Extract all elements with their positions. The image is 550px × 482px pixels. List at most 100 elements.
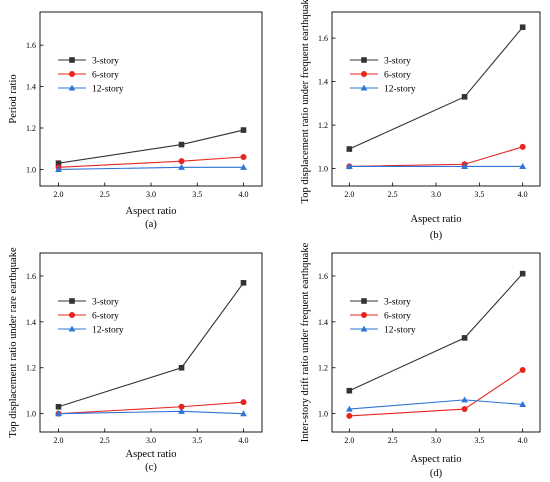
x-tick-label: 3.5 <box>474 436 484 445</box>
y-tick-label: 1.0 <box>318 410 328 419</box>
legend-label: 12-story <box>384 326 416 336</box>
data-point-3-story <box>178 364 185 371</box>
series-line-12-story <box>349 399 523 410</box>
data-point-12-story <box>240 410 247 417</box>
legend-label: 6-story <box>384 312 411 322</box>
legend-label: 3-story <box>92 57 119 67</box>
series-line-3-story <box>58 129 244 164</box>
data-point-6-story <box>519 367 526 374</box>
y-tick-label: 1.4 <box>26 83 36 92</box>
data-point-3-story <box>178 141 185 148</box>
chart-panel-2: 2.0 2.5 3.0 3.5 4.0 1.0 1.2 1.4 1.6 Aspect ratio T… <box>300 0 541 241</box>
x-tick-label: 2.0 <box>344 190 354 199</box>
y-axis-label: Inter-story drift ratio under frequent e… <box>300 242 311 442</box>
data-point-6-story <box>519 143 526 150</box>
chart-panel-4: 2.0 2.5 3.0 3.5 4.0 1.0 1.2 1.4 1.6 Aspect ratio I… <box>300 242 541 479</box>
panel-caption: (d) <box>430 468 443 479</box>
x-tick-label: 2.5 <box>388 190 398 199</box>
panel-caption: (b) <box>430 230 443 241</box>
y-tick-label: 1.2 <box>318 364 328 373</box>
data-point-12-story <box>345 163 353 169</box>
data-point-3-story <box>461 335 468 341</box>
x-tick-label: 2.5 <box>100 436 110 445</box>
data-point-3-story <box>240 127 247 133</box>
chart-panel-3: 2.0 2.5 3.0 3.5 4.0 1.0 1.2 1.4 1.6 Aspect ratio T… <box>8 247 263 473</box>
y-tick-label: 1.0 <box>318 165 328 174</box>
series-line-12-story <box>58 166 244 170</box>
x-tick-label: 3.0 <box>146 190 156 199</box>
y-tick-label: 1.2 <box>318 121 328 130</box>
legend-marker-6-story <box>69 312 75 318</box>
data-point-3-story <box>55 160 62 167</box>
x-axis-label: Aspect ratio <box>410 454 461 465</box>
series-line-3-story <box>349 273 524 392</box>
data-point-3-story <box>55 403 62 410</box>
y-tick-label: 1.6 <box>26 41 36 50</box>
y-tick-label: 1.4 <box>318 318 328 327</box>
data-point-3-story <box>240 280 247 286</box>
legend-marker-12-story <box>360 325 368 332</box>
x-tick-label: 3.5 <box>474 190 484 199</box>
x-tick-label: 4.0 <box>518 436 528 445</box>
legend-marker-6-story <box>361 312 367 318</box>
legend-label: 3-story <box>92 298 119 308</box>
x-tick-label: 2.0 <box>54 436 64 445</box>
legend-label: 6-story <box>384 71 411 81</box>
legend-marker-3-story <box>361 57 367 63</box>
legend-label: 12-story <box>92 326 124 336</box>
x-tick-label: 3.0 <box>146 436 156 445</box>
legend-marker-3-story <box>361 298 367 304</box>
y-tick-label: 1.6 <box>318 34 328 43</box>
legend-marker-12-story <box>68 84 76 91</box>
data-point-12-story <box>519 163 527 169</box>
legend-label: 3-story <box>384 298 411 308</box>
y-axis-label: Top displacement ratio under frequent ea… <box>300 0 311 203</box>
y-tick-label: 1.2 <box>26 124 36 133</box>
data-point-12-story <box>519 401 527 408</box>
data-point-3-story <box>519 270 526 277</box>
data-point-12-story <box>240 163 247 170</box>
y-tick-label: 1.6 <box>318 272 328 281</box>
data-point-6-story <box>178 403 185 410</box>
x-tick-label: 2.0 <box>344 436 354 445</box>
x-axis-label: Aspect ratio <box>410 214 461 225</box>
data-point-12-story <box>178 163 185 170</box>
data-point-12-story <box>55 166 62 172</box>
legend-label: 12-story <box>384 85 416 95</box>
legend-label: 6-story <box>92 312 119 322</box>
x-axis-label: Aspect ratio <box>125 206 176 217</box>
data-point-6-story <box>461 406 468 413</box>
legend-marker-6-story <box>69 71 75 77</box>
x-tick-label: 2.5 <box>388 436 398 445</box>
x-tick-label: 2.5 <box>100 190 110 199</box>
y-axis-label: Top displacement ratio under rare earthq… <box>8 247 19 438</box>
y-tick-label: 1.2 <box>26 364 36 373</box>
y-tick-label: 1.4 <box>318 78 328 87</box>
panel-caption: (c) <box>145 462 157 473</box>
series-line-6-story <box>349 146 523 167</box>
data-point-12-story <box>345 405 353 412</box>
data-point-3-story <box>461 94 468 100</box>
legend-marker-12-story <box>68 325 76 332</box>
legend-marker-3-story <box>69 57 75 63</box>
data-point-12-story <box>178 407 185 414</box>
plot-frame <box>331 11 541 187</box>
legend-marker-12-story <box>360 84 368 91</box>
y-tick-label: 1.4 <box>26 318 36 327</box>
y-tick-label: 1.0 <box>26 410 36 419</box>
data-point-6-story <box>240 154 247 160</box>
legend-label: 12-story <box>92 85 124 95</box>
series-line-6-story <box>349 369 523 417</box>
x-tick-label: 4.0 <box>518 190 528 199</box>
data-point-12-story <box>55 410 62 417</box>
plot-frame <box>39 11 263 187</box>
data-point-6-story <box>240 399 247 406</box>
data-point-12-story <box>461 163 468 169</box>
plot-frame <box>39 252 263 433</box>
data-point-3-story <box>519 24 526 31</box>
data-point-3-story <box>346 387 353 394</box>
series-line-3-story <box>58 282 244 408</box>
x-tick-label: 3.0 <box>431 436 441 445</box>
x-tick-label: 3.0 <box>431 190 441 199</box>
